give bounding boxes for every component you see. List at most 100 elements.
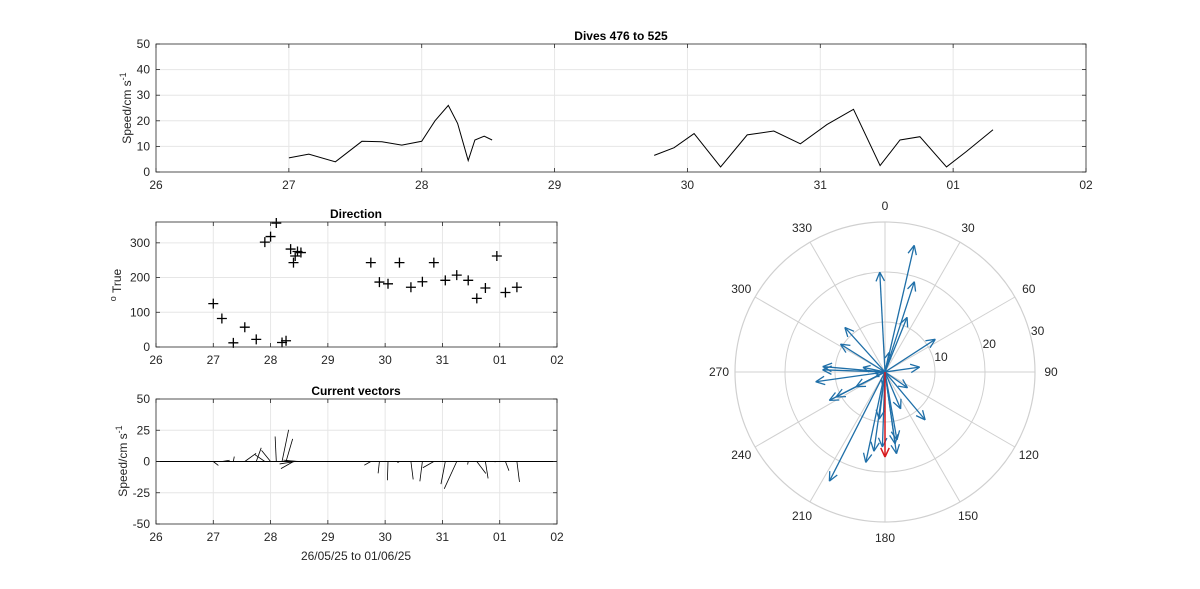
polar-vector-arrow	[840, 343, 886, 373]
vectors-ytick-label: 0	[143, 455, 150, 469]
direction-grid	[156, 222, 557, 347]
vectors-stick	[244, 453, 257, 462]
polar-spoke	[809, 241, 886, 373]
direction-point	[271, 218, 282, 229]
speed-ytick-label: 0	[143, 165, 150, 179]
direction-point	[417, 276, 428, 287]
polar-vector-arrow-head	[844, 327, 849, 338]
polar-vector-arrow	[865, 371, 886, 463]
direction-point	[281, 335, 292, 346]
polar-compass-panel: 0 30 60 90 120 150 180 210 240 270 300 330 10 20 30	[709, 199, 1058, 545]
polar-vector-arrow-head	[855, 378, 863, 388]
polar-vector-arrow	[884, 245, 915, 373]
polar-vector-arrow	[884, 366, 920, 373]
polar-vector-arrow	[884, 371, 926, 421]
polar-spoke	[754, 371, 886, 448]
polar-vector-arrow-head	[902, 379, 909, 389]
speed-xtick-label: 02	[1079, 178, 1093, 192]
polar-angle-label: 120	[1019, 448, 1039, 462]
polar-angle-label: 300	[731, 282, 751, 296]
vectors-xtick-label: 30	[378, 530, 392, 544]
vectors-stick	[274, 436, 277, 462]
polar-spoke	[809, 371, 886, 503]
direction-plot-area	[156, 222, 557, 347]
vectors-stick	[410, 461, 414, 480]
vectors-xtick-label: 27	[207, 530, 221, 544]
vectors-stick	[443, 461, 458, 489]
direction-xtick-label: 31	[436, 353, 450, 367]
polar-vector-arrow-head	[910, 366, 921, 374]
vectors-ylabel-text: Speed/cm s	[116, 433, 130, 496]
direction-point	[511, 282, 522, 293]
vectors-xtick-label: 02	[550, 530, 564, 544]
vectors-stick	[364, 461, 372, 466]
polar-vector-arrow-head	[890, 444, 898, 455]
polar-angle-label: 210	[792, 509, 812, 523]
current-vectors-panel: 26 27 28 29 30 31 01 02 -50 -25 0 25 50 Current vect…	[114, 384, 564, 563]
direction-point	[500, 287, 511, 298]
polar-vector-arrow-head	[835, 388, 843, 398]
vectors-stick	[484, 461, 489, 479]
polar-vector-arrow-head	[909, 363, 920, 368]
direction-point	[471, 293, 482, 304]
direction-point	[428, 257, 439, 268]
speed-xtick-label: 01	[946, 178, 960, 192]
polar-vector-arrow-head	[828, 392, 836, 401]
direction-point	[228, 337, 239, 348]
speed-ytick-label: 10	[137, 139, 151, 153]
direction-xtick-label: 28	[264, 353, 278, 367]
polar-spoke	[754, 296, 886, 373]
vectors-ylabel-sup: -1	[114, 425, 124, 433]
speed-ytick-label: 50	[137, 37, 151, 51]
polar-vector-arrow	[828, 371, 886, 482]
polar-vector-arrow	[884, 371, 908, 389]
polar-angle-label: 240	[731, 448, 751, 462]
polar-radius-label: 10	[934, 350, 948, 364]
vectors-ylabel: Speed/cm s-1	[114, 425, 130, 496]
vectors-stick	[476, 461, 487, 474]
speed-plot-area	[156, 44, 1086, 172]
vectors-stick	[516, 461, 520, 482]
polar-mean-arrow-head	[884, 447, 890, 458]
vectors-stick	[254, 454, 266, 462]
speed-ticks: 26 27 28 29 30 31 01 02 0 10 20 30 40 50	[137, 37, 1093, 192]
vectors-stick	[387, 461, 389, 481]
direction-point	[463, 275, 474, 286]
polar-vector-arrow-head	[815, 375, 825, 383]
direction-point	[277, 337, 288, 348]
speed-xtick-label: 28	[415, 178, 429, 192]
polar-vector-arrow-head	[815, 381, 826, 386]
speed-ytick-label: 30	[137, 88, 151, 102]
polar-vector-arrow-head	[822, 362, 833, 368]
vectors-stick	[280, 461, 294, 469]
vectors-stick	[261, 450, 271, 462]
polar-angle-label: 270	[709, 365, 729, 379]
polar-angle-label: 330	[792, 221, 812, 235]
speed-series	[288, 104, 994, 168]
direction-ylabel-text: True	[110, 269, 124, 297]
polar-vector-arrow-head	[895, 443, 901, 454]
direction-ytick-label: 200	[130, 271, 150, 285]
direction-point	[440, 275, 451, 286]
polar-vector-arrow	[875, 371, 886, 375]
vectors-stick	[422, 461, 435, 469]
direction-point	[265, 231, 276, 242]
polar-vector-arrow	[873, 371, 886, 452]
polar-spoke	[884, 241, 961, 373]
polar-vector-arrow-head	[873, 442, 880, 452]
speed-ytick-label: 20	[137, 114, 151, 128]
speed-xtick-label: 29	[548, 178, 562, 192]
speed-axes-box	[155, 43, 1087, 173]
direction-point	[405, 282, 416, 293]
vectors-ytick-label: -50	[133, 517, 151, 531]
polar-vector-arrow	[844, 326, 886, 373]
vectors-stick	[221, 459, 230, 462]
polar-vector-arrow-head	[913, 281, 917, 292]
polar-spoke	[884, 296, 1016, 373]
direction-point	[295, 247, 306, 258]
polar-angle-label: 90	[1044, 365, 1058, 379]
vectors-ticks: 26 27 28 29 30 31 01 02 -50 -25 0 25 50	[133, 392, 564, 544]
vectors-xtick-label: 31	[436, 530, 450, 544]
vectors-sticks	[156, 429, 557, 489]
polar-vector-arrow	[884, 371, 898, 454]
